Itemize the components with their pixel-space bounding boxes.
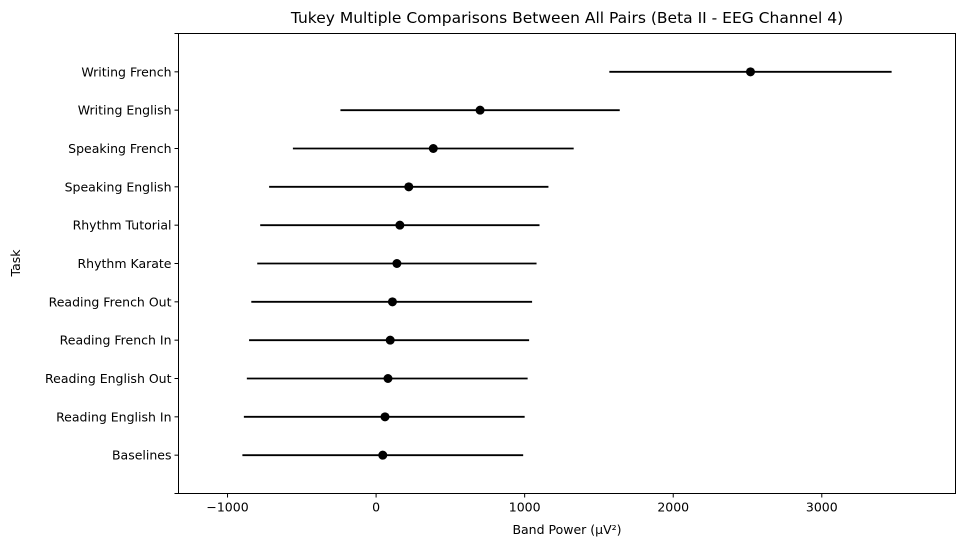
mean-point — [428, 144, 438, 153]
x-tick-label: 1000 — [509, 500, 541, 515]
y-tick-label: Rhythm Tutorial — [73, 218, 172, 233]
mean-point — [404, 182, 414, 192]
y-tick-label: Reading English Out — [45, 371, 172, 386]
x-tick-label: 3000 — [806, 500, 838, 515]
y-tick-label: Writing French — [81, 64, 171, 79]
mean-point — [378, 450, 388, 460]
mean-point — [387, 297, 397, 307]
mean-point — [392, 259, 402, 268]
y-tick-label: Writing English — [78, 103, 172, 118]
y-tick-label: Rhythm Karate — [77, 256, 171, 271]
mean-point — [395, 220, 405, 230]
error-bars — [242, 67, 892, 460]
x-axis-label: Band Power (µV²) — [512, 522, 621, 537]
x-ticks: −1000 0 1000 2000 3000 — [206, 493, 838, 515]
y-ticks: Writing French Writing English Speaking Fr… — [45, 33, 179, 494]
y-tick-label: Speaking French — [68, 141, 171, 156]
y-axis-label: Task — [8, 249, 23, 278]
y-tick-label: Reading French In — [60, 333, 172, 348]
y-tick-label: Speaking English — [65, 179, 172, 194]
chart-title: Tukey Multiple Comparisons Between All P… — [290, 9, 843, 27]
x-tick-label: −1000 — [206, 500, 248, 515]
x-tick-label: 0 — [372, 500, 380, 515]
mean-point — [475, 105, 485, 115]
mean-point — [745, 67, 755, 77]
mean-point — [380, 412, 390, 422]
x-tick-label: 2000 — [657, 500, 689, 515]
mean-point — [385, 335, 395, 345]
y-tick-label: Reading French Out — [49, 294, 172, 309]
y-tick-label: Baselines — [112, 448, 172, 463]
y-tick-label: Reading English In — [56, 409, 171, 424]
mean-point — [383, 374, 393, 383]
